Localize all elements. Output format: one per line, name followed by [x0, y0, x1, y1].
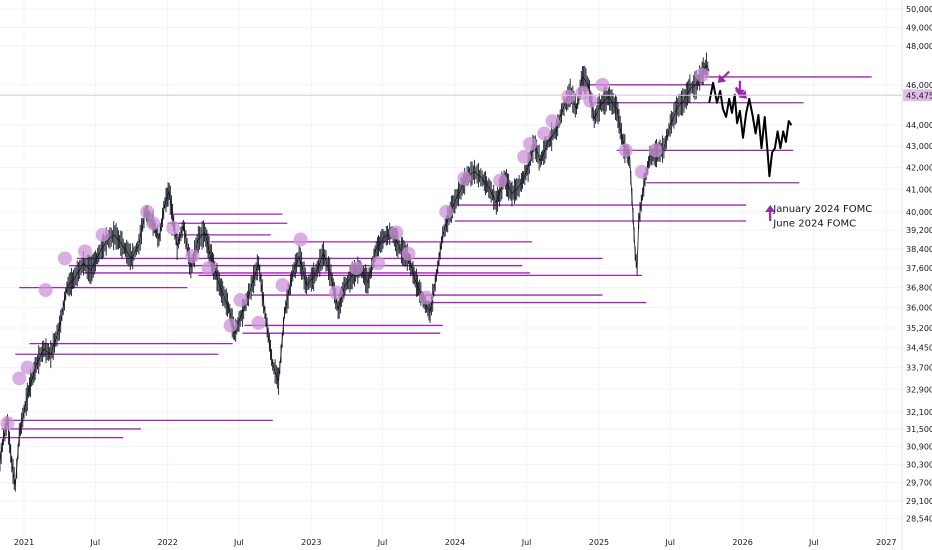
projection-path	[708, 81, 793, 178]
y-tick-label: 35,200	[906, 324, 932, 333]
level-marker	[389, 225, 404, 240]
x-tick-label: 2026	[732, 538, 752, 547]
level-marker	[595, 77, 610, 92]
y-tick-label: 50,000	[906, 5, 932, 14]
arrow-shaft	[721, 70, 730, 79]
x-tick-label: Jul	[377, 538, 388, 547]
y-tick-label: 34,450	[906, 344, 932, 353]
arrow	[765, 205, 776, 222]
x-tick-label: Jul	[89, 538, 100, 547]
y-tick-label: 46,000	[906, 81, 932, 90]
y-tick-label: 38,400	[906, 245, 932, 254]
arrow-head	[717, 74, 727, 83]
level-marker	[493, 173, 508, 188]
x-tick-label: 2027	[876, 538, 896, 547]
level-marker	[12, 371, 27, 386]
x-tick-label: Jul	[521, 538, 532, 547]
level-marker	[146, 216, 161, 231]
level-marker	[439, 204, 454, 219]
y-tick-label: 49,000	[906, 23, 932, 32]
last-price-tag	[903, 89, 932, 102]
level-marker	[251, 315, 266, 330]
level-marker	[371, 256, 386, 271]
y-tick-label: 29,700	[906, 478, 932, 487]
arrow	[717, 70, 730, 83]
level-marker	[57, 251, 72, 266]
y-tick-label: 30,900	[906, 442, 932, 451]
level-marker	[20, 360, 35, 375]
y-tick-label: 30,300	[906, 460, 932, 469]
level-marker	[634, 164, 649, 179]
annotation-label: January 2024 FOMC	[772, 204, 872, 215]
annotation-arrows	[717, 70, 776, 222]
level-marker	[201, 261, 216, 276]
y-tick-label: 32,900	[906, 385, 932, 394]
x-tick-label: Jul	[808, 538, 819, 547]
level-marker	[275, 278, 290, 293]
arrow-head	[765, 205, 776, 213]
level-marker	[561, 89, 576, 104]
price-axis[interactable]: 50,000 49,000 48,000 46,000 44,000 43,000 42,0…	[906, 5, 932, 524]
y-tick-label: 44,000	[906, 121, 932, 130]
y-tick-label: 43,000	[906, 142, 932, 151]
annotation-label: June 2024 FOMC	[772, 219, 856, 230]
y-tick-label: 32,100	[906, 408, 932, 417]
y-tick-label: 29,100	[906, 497, 932, 506]
level-marker	[419, 290, 434, 305]
y-tick-label: 48,000	[906, 42, 932, 51]
level-marker	[517, 149, 532, 164]
y-tick-label: 36,000	[906, 304, 932, 313]
level-marker	[523, 137, 538, 152]
last-price: 45,475	[0, 89, 932, 102]
y-tick-label: 37,600	[906, 264, 932, 273]
x-tick-label: Jul	[664, 538, 675, 547]
level-marker	[545, 114, 560, 129]
level-marker	[78, 244, 93, 259]
level-marker	[583, 93, 598, 108]
y-tick-label: 42,000	[906, 164, 932, 173]
y-tick-label: 39,200	[906, 226, 932, 235]
level-marker	[293, 232, 308, 247]
y-tick-label: 40,000	[906, 208, 932, 217]
level-marker	[38, 283, 53, 298]
level-marker	[0, 416, 15, 431]
projection-line	[708, 81, 793, 178]
arrow	[734, 80, 745, 97]
arrow-head	[738, 90, 747, 99]
last-price-label: 45,475	[906, 91, 932, 100]
arrow	[734, 86, 747, 99]
y-tick-label: 28,540	[906, 515, 932, 524]
level-marker	[695, 67, 710, 82]
level-marker	[401, 246, 416, 261]
chart-grid	[0, 0, 903, 550]
level-markers	[0, 67, 710, 431]
time-axis[interactable]: 2021 Jul 2022 Jul 2023 Jul 2024 Jul 2025 Jul 2026 J…	[14, 538, 897, 547]
level-marker	[648, 143, 663, 158]
level-marker	[457, 171, 472, 186]
level-marker	[349, 261, 364, 276]
level-marker	[233, 293, 248, 308]
y-tick-label: 31,500	[906, 425, 932, 434]
x-tick-label: Jul	[233, 538, 244, 547]
x-tick-label: 2021	[14, 538, 34, 547]
level-marker	[537, 126, 552, 141]
arrow-shaft	[734, 86, 743, 95]
level-marker	[140, 204, 155, 219]
x-tick-label: 2025	[589, 538, 609, 547]
x-tick-label: 2024	[445, 538, 465, 547]
x-tick-label: 2023	[301, 538, 321, 547]
x-tick-label: 2022	[157, 538, 177, 547]
fomc-annotations: January 2024 FOMC June 2024 FOMC	[772, 204, 872, 230]
level-marker	[329, 285, 344, 300]
level-marker	[185, 249, 200, 264]
y-tick-label: 33,700	[906, 364, 932, 373]
y-tick-label: 36,800	[906, 284, 932, 293]
level-marker	[166, 220, 181, 235]
level-marker	[95, 227, 110, 242]
arrow-head	[734, 89, 745, 97]
level-marker	[223, 318, 238, 333]
y-tick-label: 41,000	[906, 185, 932, 194]
level-marker	[618, 143, 633, 158]
